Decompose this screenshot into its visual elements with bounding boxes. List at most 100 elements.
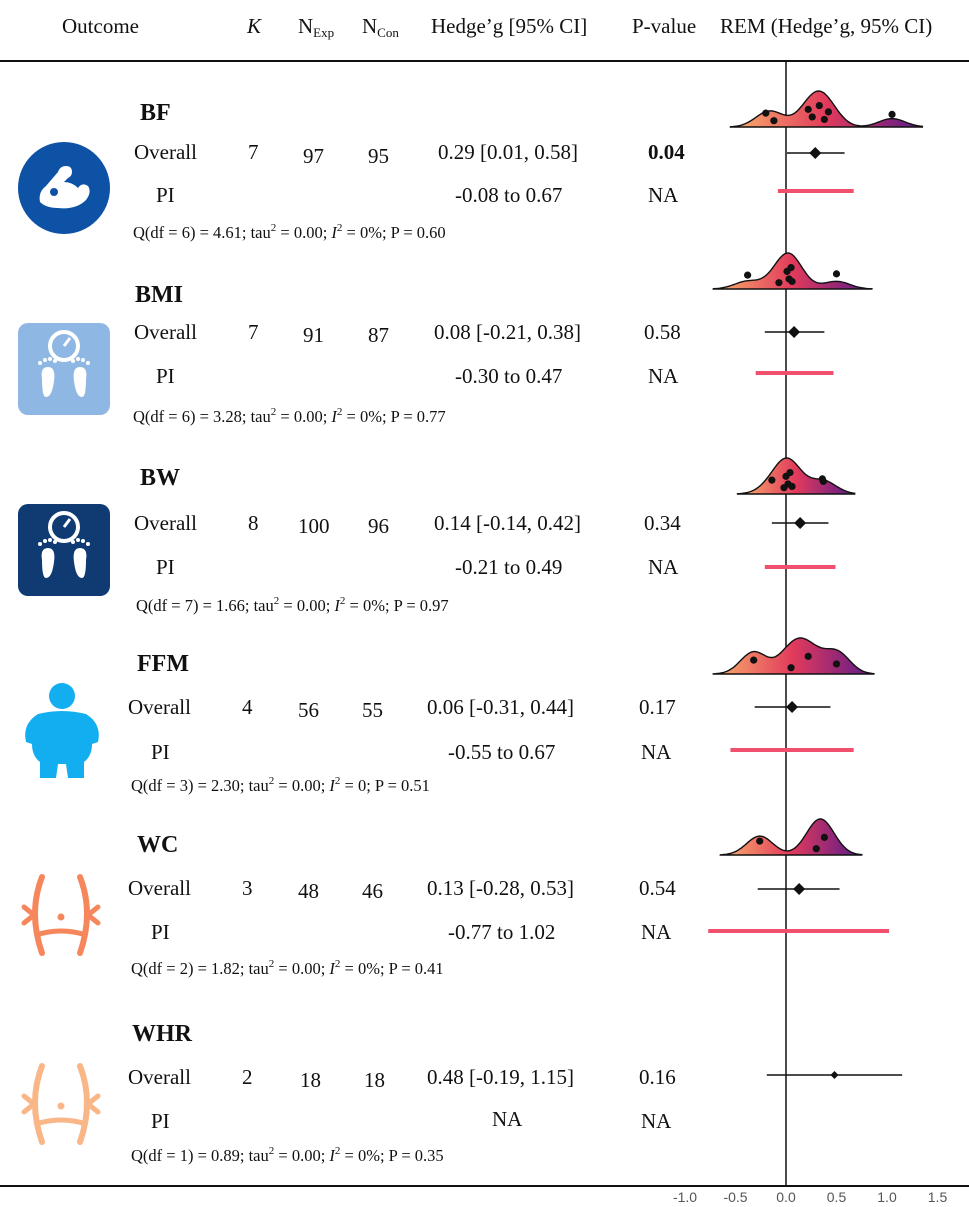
n-con-value: 55 (362, 698, 383, 722)
bottom-rule (0, 1185, 969, 1187)
estimate-diamond-bw (794, 517, 807, 529)
n-con-value: 46 (362, 879, 383, 903)
x-tick-label: -1.0 (673, 1189, 697, 1205)
outcome-name: BF (140, 100, 171, 126)
heterogeneity-stats: Q(df = 6) = 3.28; tau2 = 0.00; I2 = 0%; … (133, 406, 446, 426)
study-point (820, 115, 828, 124)
p-value: 0.17 (639, 695, 676, 719)
pi-label: PI (151, 920, 170, 944)
x-tick-label: 0.5 (827, 1189, 847, 1205)
study-point (788, 482, 796, 491)
pi-value: -0.55 to 0.67 (448, 740, 556, 764)
pi-value: -0.30 to 0.47 (455, 364, 563, 388)
n-exp-value: 18 (300, 1068, 321, 1092)
density-ridge-bw (736, 457, 856, 495)
k-value: 7 (248, 320, 259, 344)
ci-value: 0.29 [0.01, 0.58] (438, 140, 578, 164)
header-p-value: P-value (632, 14, 697, 38)
header-n-exp: NExp (298, 14, 335, 40)
study-point (744, 271, 752, 279)
n-exp-value: 91 (303, 323, 324, 347)
waist-icon (21, 874, 101, 956)
pi-p-value: NA (648, 555, 679, 579)
pi-label: PI (156, 555, 175, 579)
n-con-value: 95 (368, 144, 389, 168)
overall-label: Overall (128, 1065, 191, 1089)
heterogeneity-stats: Q(df = 6) = 4.61; tau2 = 0.00; I2 = 0%; … (133, 222, 446, 242)
k-value: 7 (248, 140, 259, 164)
pi-label: PI (156, 183, 175, 207)
k-value: 3 (242, 876, 253, 900)
outcome-name: FFM (137, 651, 189, 677)
x-tick-label: 1.5 (928, 1189, 948, 1205)
k-value: 4 (242, 695, 253, 719)
study-point (888, 110, 896, 118)
study-point (824, 108, 833, 116)
pi-value: -0.08 to 0.67 (455, 183, 563, 207)
n-con-value: 18 (364, 1068, 385, 1092)
study-point (786, 468, 794, 477)
header-hedge-ci: Hedge’g [95% CI] (431, 14, 588, 38)
pi-p-value: NA (648, 183, 679, 207)
pi-p-value: NA (648, 364, 679, 388)
flexed-arm-icon (18, 142, 110, 234)
n-exp-value: 56 (298, 698, 319, 722)
density-ridge-bmi (712, 252, 873, 290)
study-point (768, 476, 776, 484)
estimate-diamond-whr (830, 1071, 839, 1079)
heterogeneity-stats: Q(df = 3) = 2.30; tau2 = 0.00; I2 = 0; P… (131, 775, 430, 795)
p-value: 0.54 (639, 876, 676, 900)
density-ridge-wc (719, 818, 863, 856)
ci-value: 0.08 [-0.21, 0.38] (434, 320, 581, 344)
estimate-diamond-ffm (786, 701, 799, 713)
pi-p-value: NA (641, 920, 672, 944)
study-point (770, 117, 778, 125)
study-point (787, 263, 795, 272)
estimate-diamond-bmi (788, 326, 801, 338)
study-point (762, 109, 770, 117)
header-k: K (247, 14, 262, 38)
study-point (788, 277, 796, 286)
pi-p-value: NA (641, 1109, 672, 1133)
study-point (804, 652, 812, 660)
overall-label: Overall (128, 876, 191, 900)
heterogeneity-stats: Q(df = 2) = 1.82; tau2 = 0.00; I2 = 0%; … (131, 958, 444, 978)
person-body-icon (25, 683, 99, 778)
outcome-name: BMI (135, 282, 183, 308)
n-exp-value: 100 (298, 514, 330, 538)
study-point (819, 477, 827, 485)
study-point (750, 656, 758, 664)
pi-label: PI (151, 740, 170, 764)
header-outcome: Outcome (62, 14, 139, 38)
n-exp-value: 48 (298, 879, 319, 903)
header-n-con: NCon (362, 14, 399, 40)
outcome-name: WHR (132, 1021, 192, 1047)
pi-value: -0.21 to 0.49 (455, 555, 563, 579)
pi-value: NA (492, 1107, 523, 1131)
k-value: 2 (242, 1065, 253, 1089)
overall-label: Overall (128, 695, 191, 719)
estimate-diamond-wc (793, 883, 806, 895)
waist-hip-icon (21, 1063, 101, 1145)
study-point (832, 660, 841, 668)
heterogeneity-stats: Q(df = 7) = 1.66; tau2 = 0.00; I2 = 0%; … (136, 595, 449, 615)
study-point (775, 279, 783, 287)
ci-value: 0.13 [-0.28, 0.53] (427, 876, 574, 900)
weight-scale-icon (18, 504, 110, 596)
estimate-diamond-bf (809, 147, 822, 159)
heterogeneity-stats: Q(df = 1) = 0.89; tau2 = 0.00; I2 = 0%; … (131, 1145, 444, 1165)
x-tick-label: 0.0 (776, 1189, 796, 1205)
body-scale-icon (18, 323, 110, 415)
overall-label: Overall (134, 511, 197, 535)
pi-label: PI (151, 1109, 170, 1133)
n-con-value: 87 (368, 323, 389, 347)
outcome-name: BW (140, 465, 181, 491)
overall-label: Overall (134, 320, 197, 344)
pi-label: PI (156, 364, 175, 388)
ci-value: 0.14 [-0.14, 0.42] (434, 511, 581, 535)
n-exp-value: 97 (303, 144, 324, 168)
pi-value: -0.77 to 1.02 (448, 920, 556, 944)
study-point (787, 664, 795, 672)
ci-value: 0.06 [-0.31, 0.44] (427, 695, 574, 719)
